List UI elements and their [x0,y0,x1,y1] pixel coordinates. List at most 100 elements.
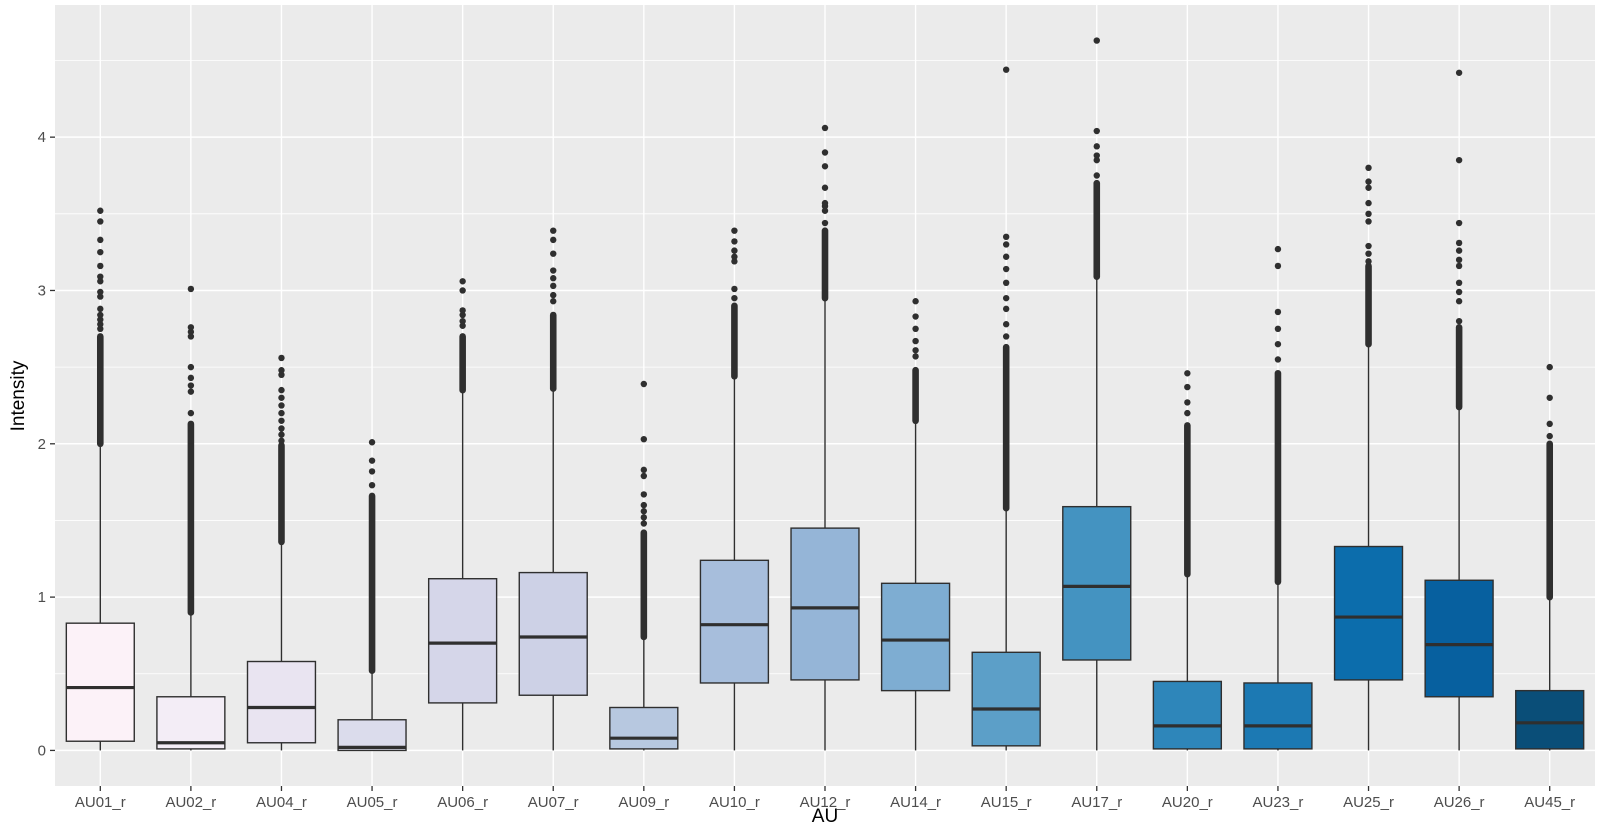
outlier-dot [1546,394,1553,401]
outlier-dot [1455,69,1463,76]
outlier-dot [459,311,466,319]
outlier-dot [459,278,466,285]
outlier-dot [187,374,195,382]
box-AU05_r [337,719,407,752]
outlier-dot [187,285,195,293]
box-AU45_r [1515,689,1585,750]
outlier-dot [97,288,104,296]
outlier-dot [459,287,466,294]
outlier-dot [1455,298,1463,305]
outlier-dot [821,207,829,214]
box-AU04_r [246,660,317,744]
box-AU12_r [790,527,860,681]
box-AU09_r [609,706,679,750]
x-tick-label: AU04_r [256,794,307,811]
outlier-dot [1455,279,1463,287]
outlier-dot [278,402,285,409]
outlier-dot [1093,156,1100,164]
outlier-dot [550,227,557,234]
outlier-dot [821,199,829,207]
x-tick-label: AU05_r [347,794,398,811]
outlier-dot [1002,305,1010,313]
outlier-dot [278,437,285,444]
outlier-dot [97,207,104,214]
x-tick-label: AU25_r [1343,794,1394,811]
outlier-dot [640,466,648,474]
outlier-dot [278,425,285,432]
outlier-dot [368,481,376,489]
box-AU07_r [518,571,588,696]
box-AU15_r [971,651,1041,747]
outlier-dot [187,328,195,336]
outlier-dot [1002,253,1010,260]
outlier-dot [278,409,285,417]
outlier-dot [278,354,285,362]
outlier-dot [1002,321,1010,328]
x-tick-label: AU26_r [1434,794,1485,811]
x-tick-label: AU02_r [165,794,216,811]
outlier-dot [1184,409,1191,417]
x-tick-label: AU23_r [1253,794,1304,811]
outlier-dot [97,325,104,333]
outlier-dot [731,294,738,302]
outlier-dot [640,508,648,515]
box-AU14_r [880,582,951,692]
outlier-dot [1546,420,1553,428]
outlier-dot [368,468,376,475]
outlier-dot [97,248,104,256]
outlier-dot [187,382,195,389]
outlier-dot [1002,66,1010,73]
x-tick-label: AU10_r [709,794,760,811]
outlier-dot [731,258,738,265]
outlier-dot [97,316,104,323]
outlier-dot [1365,199,1372,207]
outlier-dot [912,325,919,333]
outlier-dot [1455,247,1463,254]
outlier-dot [912,313,919,320]
outlier-dot [97,293,104,300]
outlier-dot [187,363,195,371]
outlier-dot [187,333,195,340]
x-tick-label: AU14_r [890,794,941,811]
outlier-dot [97,273,104,280]
y-tick-label: 1 [38,589,46,606]
outlier-dot [1546,432,1553,440]
outlier-dot [1455,317,1463,325]
outlier-dot [97,278,104,285]
outlier-dot [640,472,648,480]
outlier-dot [97,305,104,313]
outlier-dot [1365,210,1372,218]
outlier-dot [550,250,557,257]
outlier-dot [1274,325,1282,333]
outlier-dot [821,219,829,227]
outlier-dot [1455,256,1463,264]
outlier-dot [1093,143,1100,150]
outlier-dot [278,394,285,401]
outlier-dot [1365,184,1372,191]
box-AU17_r [1062,505,1132,661]
outlier-dot [1365,242,1372,250]
outlier-dot [1184,383,1191,391]
outlier-dot [1365,250,1372,257]
outlier-dot [640,501,648,509]
outlier-dot [821,163,829,170]
outlier-dot [731,285,738,293]
outlier-dot [550,275,557,282]
outlier-dot [1455,156,1463,164]
outlier-dot [640,514,648,521]
box-AU10_r [699,559,770,684]
outlier-dot [278,367,285,374]
outlier-dot [1002,241,1010,248]
y-tick-label: 3 [38,282,46,299]
y-tick-label: 2 [38,436,46,453]
x-tick-label: AU17_r [1071,794,1122,811]
outlier-dot [550,298,557,305]
outlier-dot [731,227,738,234]
outlier-dot [368,439,376,446]
outlier-dot [1093,172,1100,179]
outlier-dot [1546,363,1553,371]
outlier-dot [1455,219,1463,227]
outlier-dot [1455,288,1463,296]
